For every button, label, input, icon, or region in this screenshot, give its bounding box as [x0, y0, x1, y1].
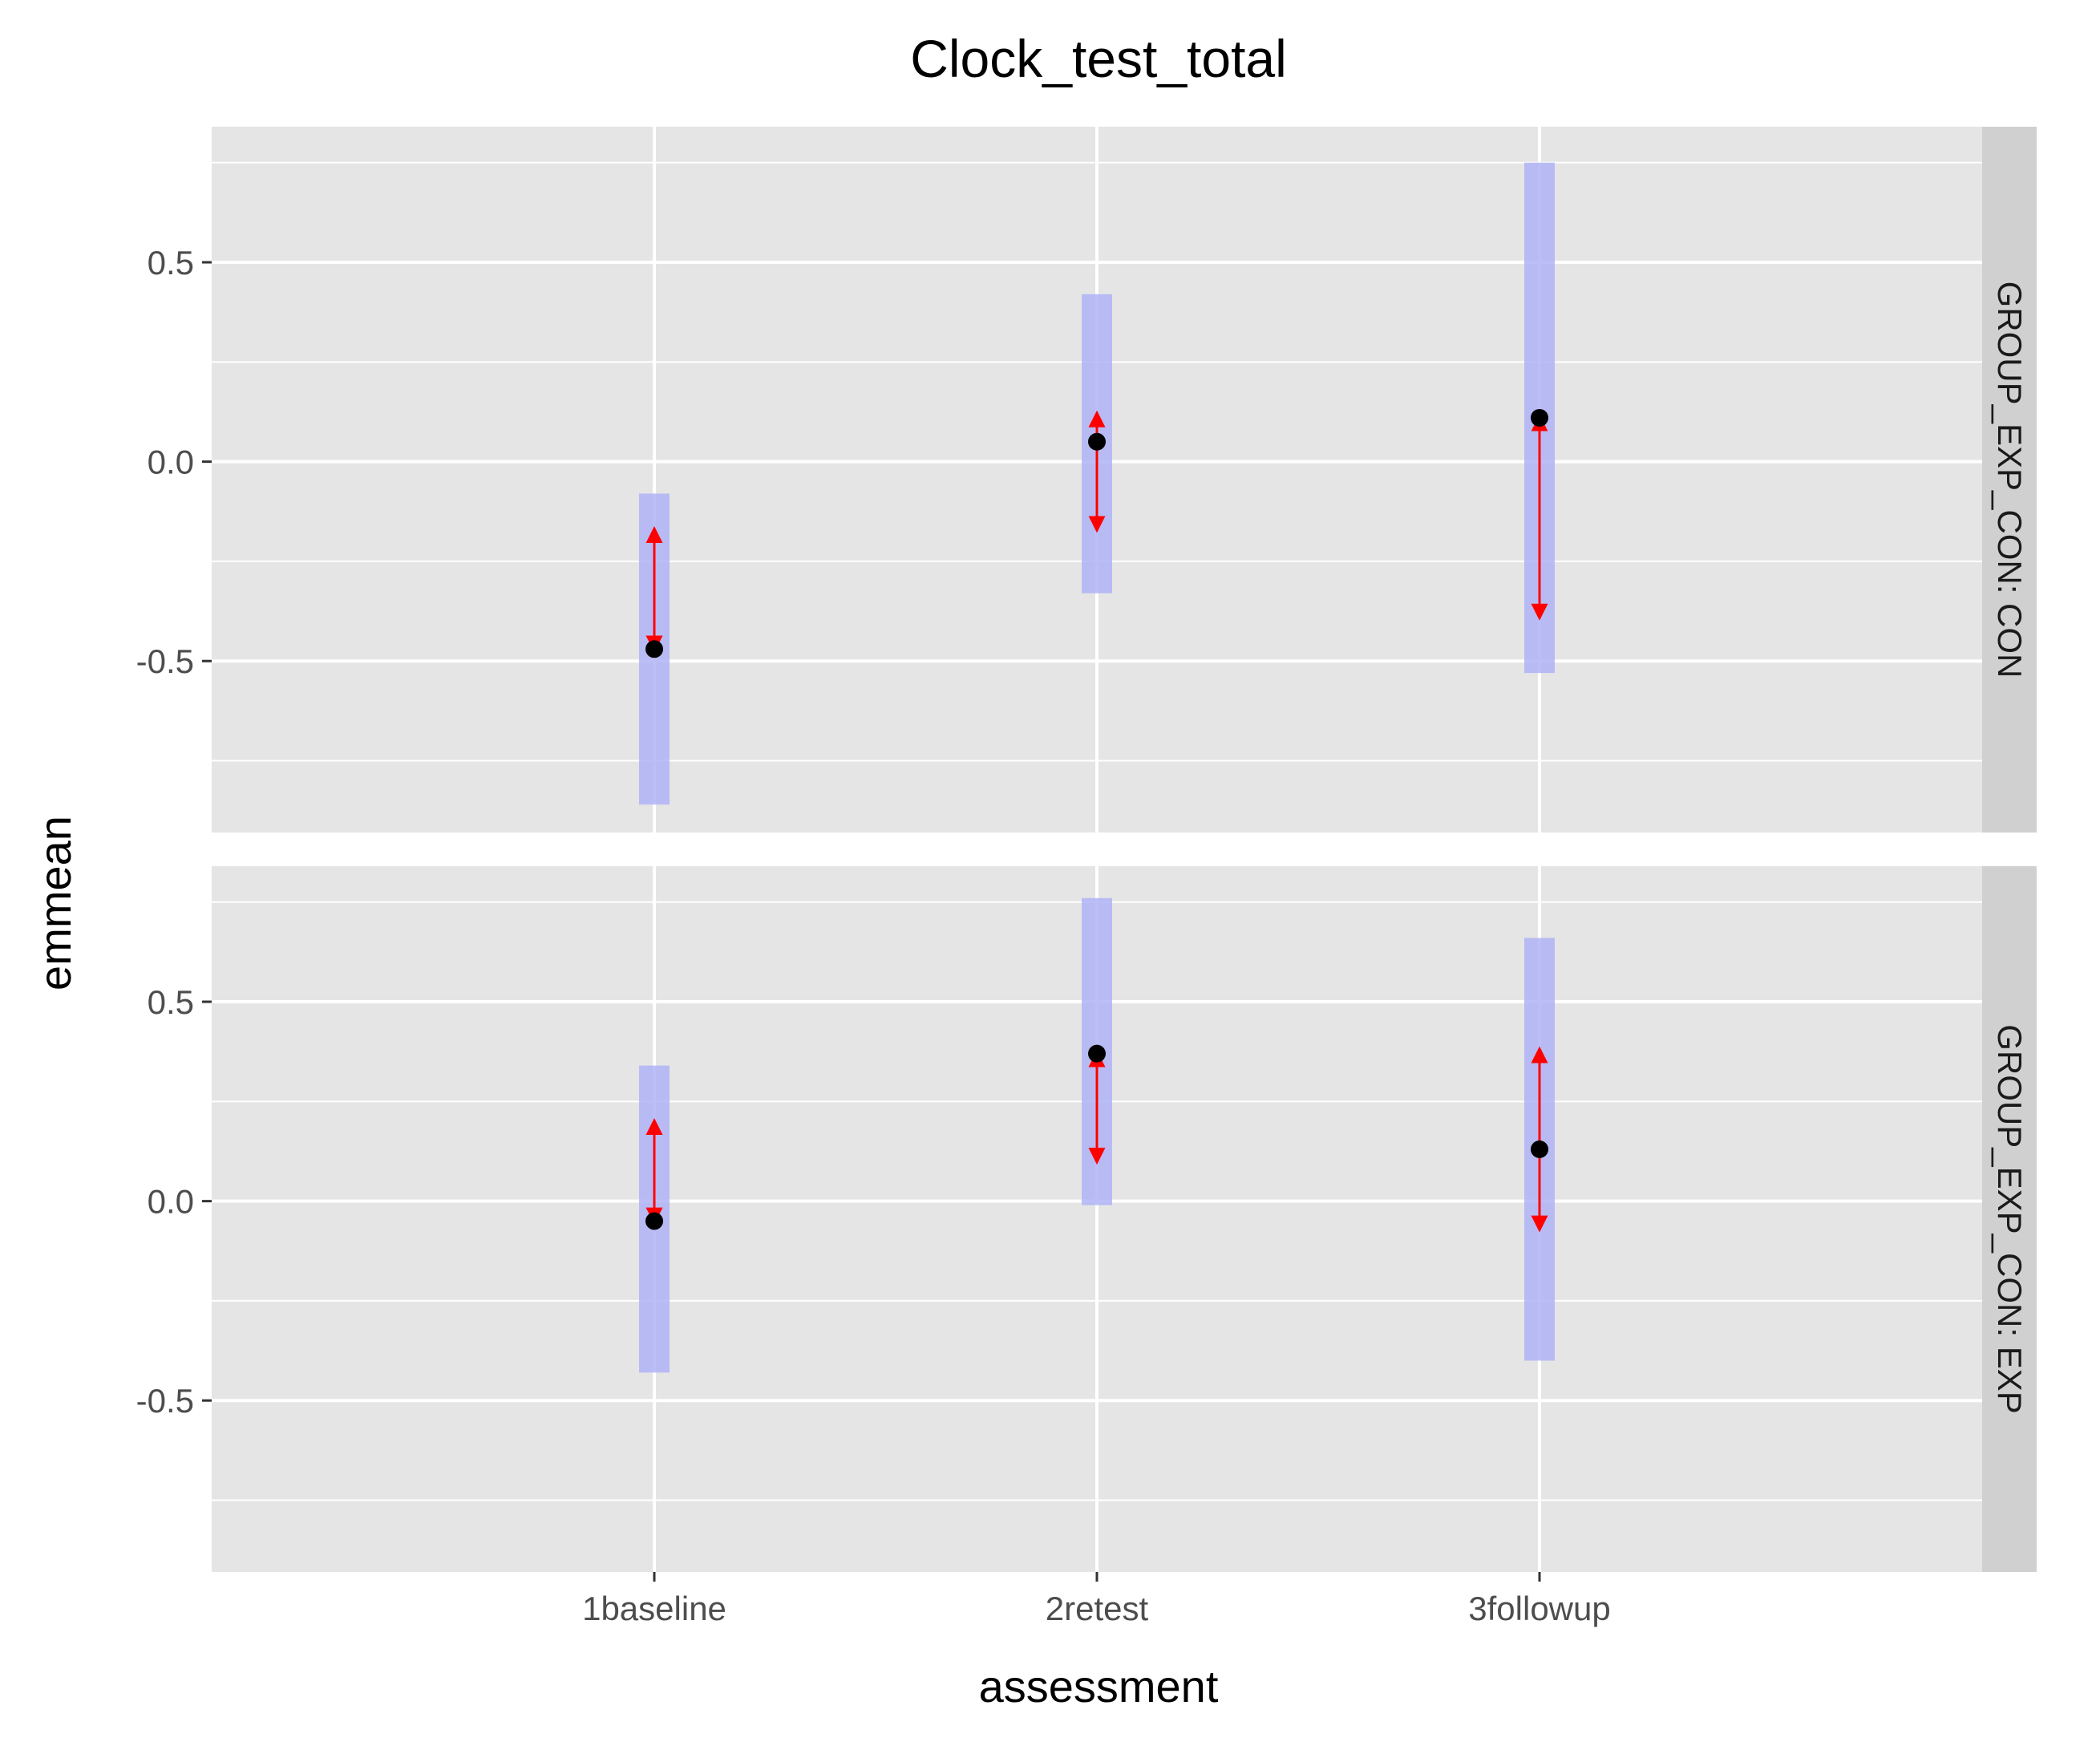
y-tick-label: 0.5 [148, 244, 194, 282]
x-axis: 1baseline 2retest 3followup [582, 1572, 1611, 1627]
y-tick-label: 0.0 [148, 444, 194, 481]
y-tick-label: -0.5 [136, 642, 194, 680]
emmean-point [1531, 1140, 1548, 1158]
emmean-point [645, 640, 663, 658]
x-tick-label: 2retest [1046, 1590, 1149, 1627]
emmean-point [1088, 432, 1106, 451]
facet-strip [1982, 127, 2037, 833]
emmean-point [1531, 408, 1548, 427]
y-tick-label: -0.5 [136, 1382, 194, 1420]
panel-2: -0.5 0.0 0.5 GROUP_EXP_CON: EXP [136, 866, 2037, 1572]
x-axis-title: assessment [979, 1661, 1219, 1712]
facet-strip-label: GROUP_EXP_CON: CON [1991, 282, 2029, 679]
emmean-point [1088, 1044, 1106, 1063]
panel-1: -0.5 0.0 0.5 GROUP_EXP_CON: CON [136, 127, 2037, 833]
facet-strip-label: GROUP_EXP_CON: EXP [1991, 1024, 2029, 1413]
x-tick-label: 3followup [1468, 1590, 1610, 1627]
emmean-point [645, 1212, 663, 1230]
chart-title: Clock_test_total [910, 29, 1287, 88]
panels: -0.5 0.0 0.5 GROUP_EXP_CON: CON -0.5 0.0 0.5 GR… [136, 127, 2037, 1572]
y-tick-label: 0.0 [148, 1183, 194, 1221]
y-tick-label: 0.5 [148, 983, 194, 1021]
facet-strip [1982, 866, 2037, 1572]
y-axis-title: emmean [30, 816, 80, 991]
x-tick-label: 1baseline [582, 1590, 726, 1627]
